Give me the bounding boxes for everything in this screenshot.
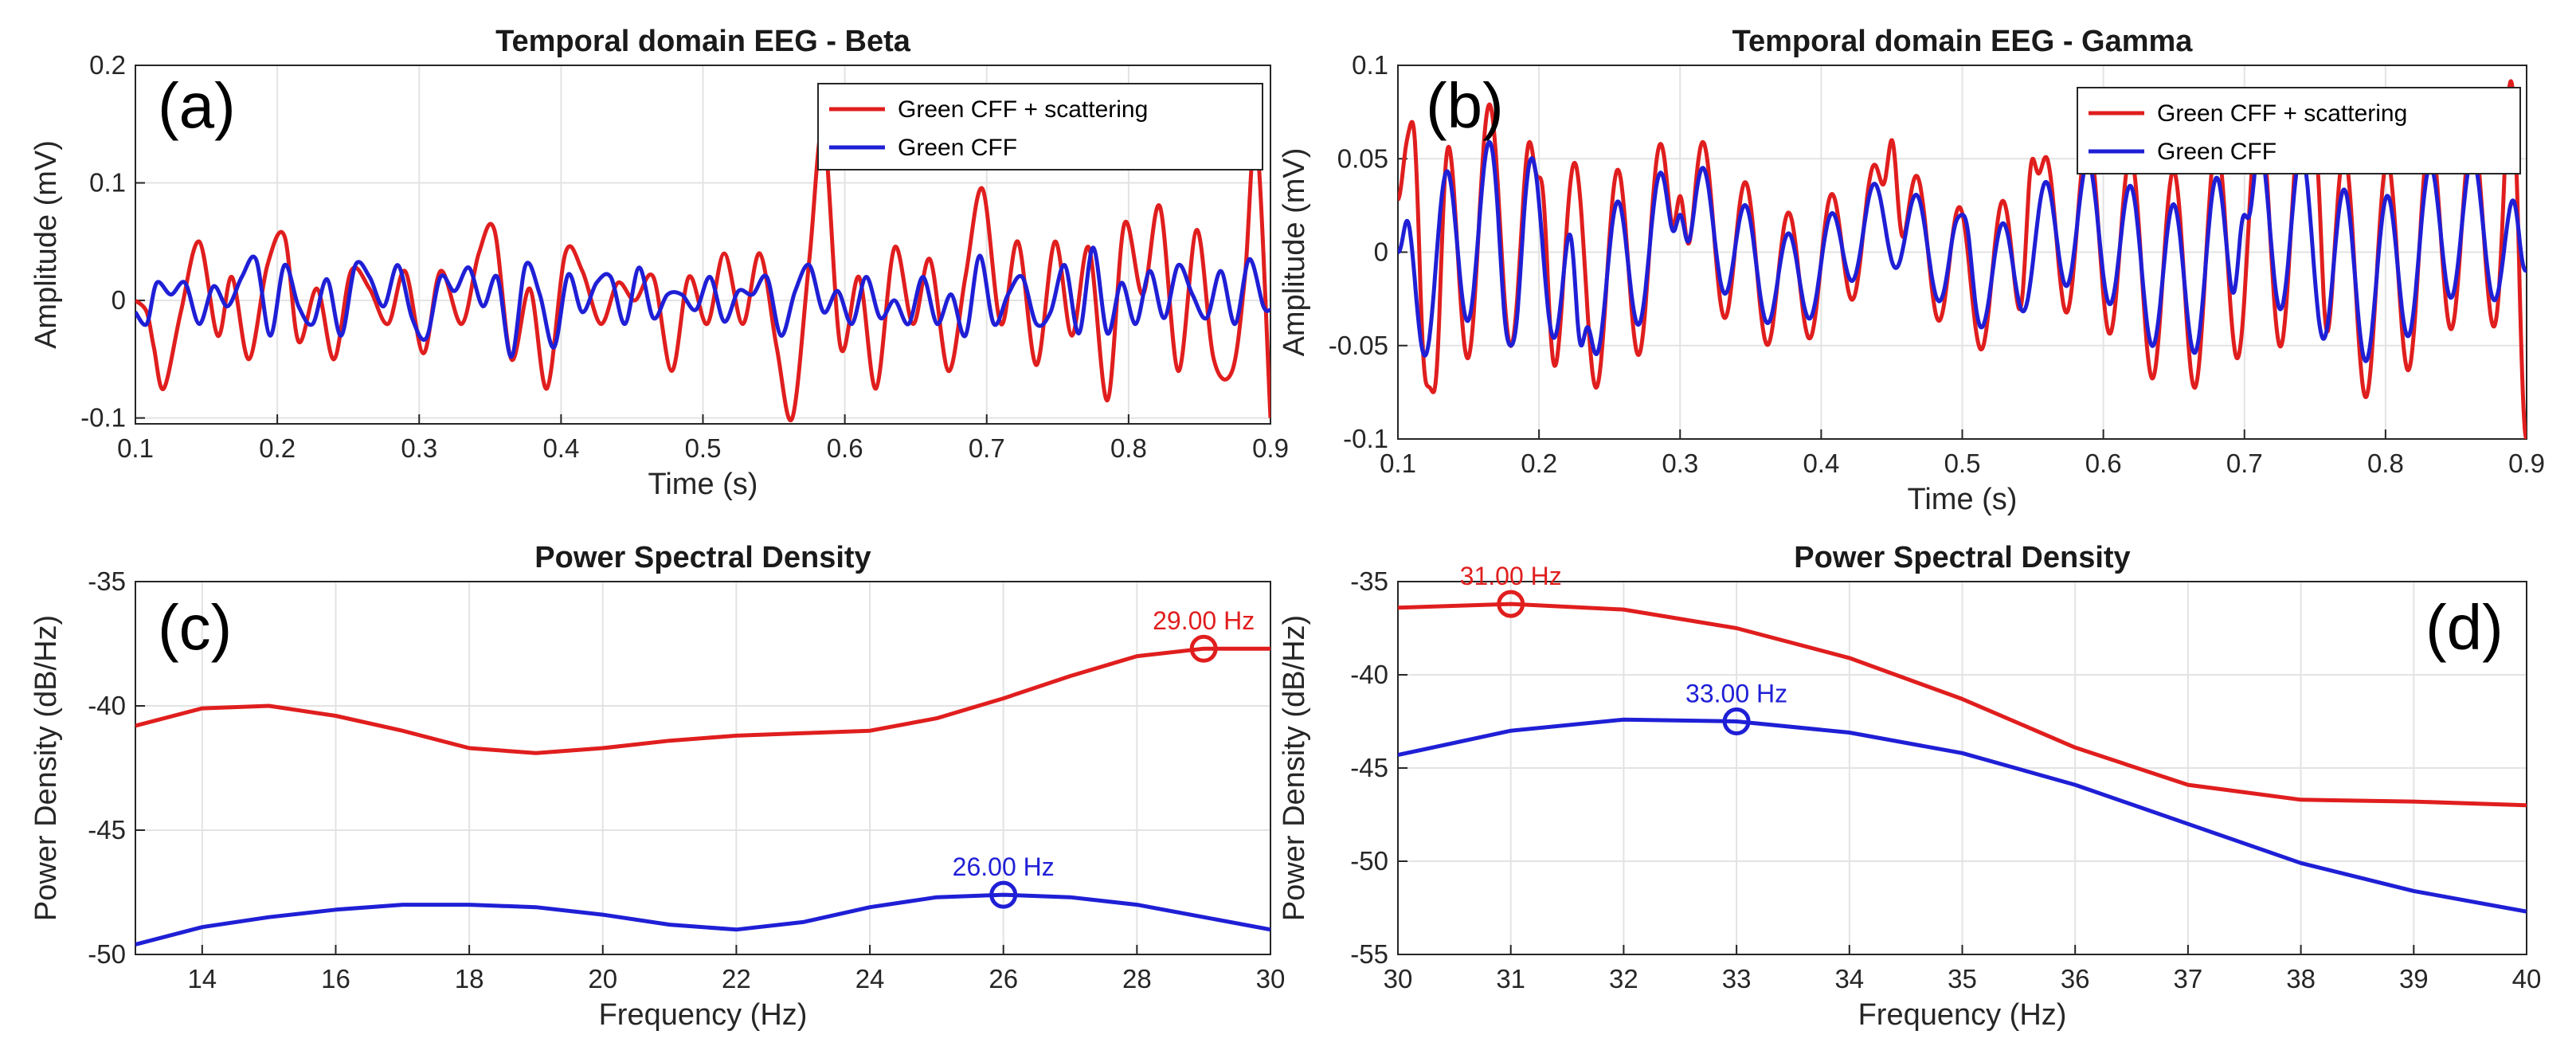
chart-d-series-green-cff [1398,717,2527,914]
chart-c-xtick-label: 14 [187,964,217,993]
chart-c-ytick-label: -40 [88,691,126,720]
chart-d-xtick-label: 34 [1834,964,1864,993]
chart-a-ytick-label: -0.1 [80,403,126,433]
chart-c-xtick-label: 24 [855,964,885,993]
chart-b-legend-label: Green CFF + scattering [2157,100,2407,127]
chart-d-ytick-label: -50 [1350,846,1388,876]
chart-d-ytick-label: -55 [1350,939,1388,969]
chart-b-ylabel: Amplitude (mV) [1278,148,1311,357]
chart-c-xtick-label: 28 [1122,964,1152,993]
chart-c-xtick-label: 20 [588,964,617,993]
chart-d-peak-label-green-cff: 33.00 Hz [1685,680,1787,708]
chart-d-title: Power Spectral Density [1794,541,2130,574]
chart-b-ytick-label: -0.1 [1343,424,1388,453]
chart-c-xtick-label: 26 [989,964,1018,993]
chart-d-xtick-label: 37 [2174,964,2203,993]
chart-a-xtick-label: 0.3 [401,433,437,463]
chart-d-xlabel: Frequency (Hz) [1858,998,2067,1032]
chart-c-ylabel: Power Density (dB/Hz) [29,615,63,921]
chart-b-xlabel: Time (s) [1908,483,2018,516]
chart-b-legend-box [2077,87,2521,174]
chart-b-ytick-label: 0.1 [1352,50,1388,80]
chart-a-xlabel: Time (s) [648,468,758,501]
chart-c-axes-box [135,581,1271,955]
chart-b-xtick-label: 0.7 [2226,449,2263,478]
chart-c-peak-label-green-cff: 26.00 Hz [953,852,1055,881]
chart-a-ytick-label: 0 [112,285,126,315]
chart-a-legend-box [817,83,1263,170]
chart-b-xtick-label: 0.8 [2367,449,2404,478]
chart-d-ytick-label: -45 [1350,753,1388,782]
chart-c-xtick-label: 30 [1256,964,1286,993]
chart-a-legend-label: Green CFF + scattering [898,96,1148,123]
chart-c-xtick-label: 16 [321,964,350,993]
chart-c-xtick-label: 22 [722,964,751,993]
chart-c-ytick-label: -45 [88,815,126,845]
chart-a-title: Temporal domain EEG - Beta [495,25,911,58]
chart-b-xtick-label: 0.2 [1521,449,1557,478]
chart-b-xtick-label: 0.6 [2085,449,2122,478]
chart-a-xtick-label: 0.4 [542,433,579,463]
chart-a-series-green-cff [135,245,1270,359]
chart-c-plot-area [135,582,1270,954]
chart-d-xtick-label: 31 [1496,964,1525,993]
chart-d-peak-marker-green-cff [1722,707,1751,735]
chart-c-peak-marker-green-cff-scattering [1189,634,1218,663]
chart-c-title: Power Spectral Density [534,541,871,574]
chart-d-ytick-label: -35 [1350,566,1388,596]
chart-b-panel-label: (b) [1426,70,1504,141]
chart-b-title: Temporal domain EEG - Gamma [1732,25,2194,58]
chart-c-ytick-label: -35 [88,566,126,596]
chart-c-xtick-label: 18 [455,964,484,993]
chart-c-ytick-label: -50 [88,939,126,969]
chart-d-ylabel: Power Density (dB/Hz) [1278,615,1311,921]
chart-a-xtick-label: 0.5 [685,433,722,463]
chart-b-xtick-label: 0.1 [1380,449,1416,478]
chart-d-peak-marker-green-cff-scattering [1497,590,1525,618]
chart-d-xtick-label: 30 [1384,964,1413,993]
chart-c-xlabel: Frequency (Hz) [599,998,808,1032]
chart-a-xtick-label: 0.7 [969,433,1005,463]
chart-b-xtick-label: 0.3 [1662,449,1698,478]
chart-c-peak-marker-green-cff [989,880,1018,909]
chart-b-xtick-label: 0.5 [1944,449,1981,478]
chart-a-ylabel: Amplitude (mV) [29,140,63,349]
chart-c-series-green-cff [135,892,1270,946]
chart-d-ytick-label: -40 [1350,660,1388,689]
chart-b-series-green-cff [1398,139,2527,363]
chart-d-peak-label-green-cff-scattering: 31.00 Hz [1460,562,1562,590]
chart-b-ytick-label: 0 [1374,237,1388,267]
chart-a-series-green-cff-scattering [135,126,1270,422]
chart-d-series-green-cff-scattering [1398,602,2527,808]
chart-d-panel-label: (d) [2425,592,2504,663]
chart-b-legend-label: Green CFF [2157,139,2277,165]
chart-d-xtick-label: 33 [1722,964,1752,993]
chart-d-xtick-label: 36 [2061,964,2090,993]
chart-a-ytick-label: 0.2 [89,50,126,80]
chart-a-legend-label: Green CFF [898,135,1017,161]
chart-d-xtick-label: 35 [1948,964,1977,993]
chart-a-xtick-label: 0.1 [117,433,154,463]
chart-b-ytick-label: 0.05 [1337,143,1388,173]
chart-b-xtick-label: 0.9 [2508,449,2545,478]
chart-b-ytick-label: -0.05 [1329,331,1388,360]
chart-a-xtick-label: 0.6 [827,433,863,463]
chart-a-xtick-label: 0.8 [1110,433,1147,463]
chart-c-peak-label-green-cff-scattering: 29.00 Hz [1153,606,1255,635]
chart-d-xtick-label: 38 [2286,964,2316,993]
chart-a-xtick-label: 0.9 [1252,433,1289,463]
chart-c-series-green-cff-scattering [135,646,1270,755]
chart-b-xtick-label: 0.4 [1803,449,1839,478]
chart-d-xtick-label: 40 [2512,964,2542,993]
chart-c-panel-label: (c) [158,592,232,663]
chart-d-xtick-label: 39 [2399,964,2429,993]
chart-a-xtick-label: 0.2 [259,433,296,463]
chart-a-ytick-label: 0.1 [89,168,126,198]
chart-a-panel-label: (a) [158,70,236,141]
chart-d-xtick-label: 32 [1609,964,1638,993]
